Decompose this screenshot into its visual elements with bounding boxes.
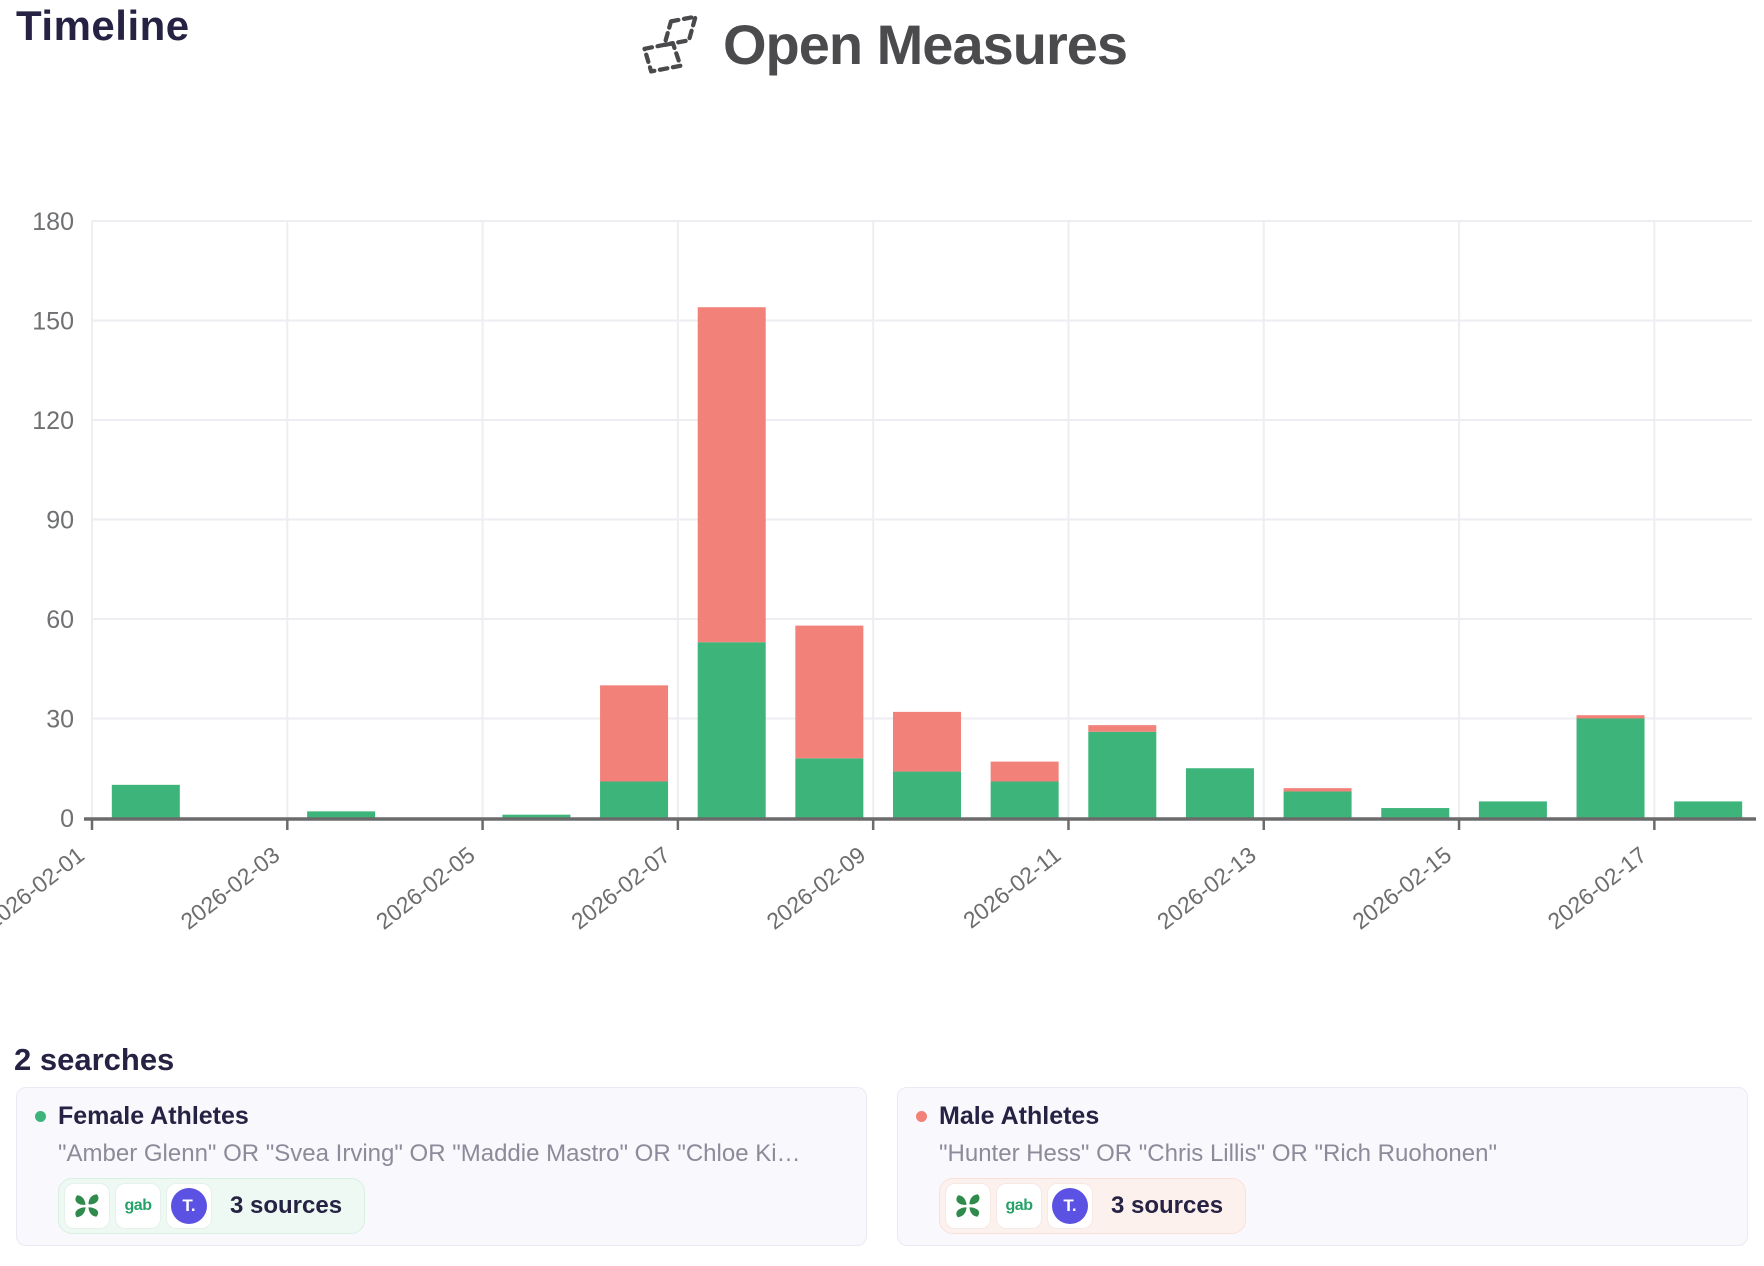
search-query-text: "Amber Glenn" OR "Svea Irving" OR "Maddi… — [58, 1140, 801, 1167]
bar-2026-02-03-female-athletes[interactable] — [307, 811, 376, 818]
bar-2026-02-17-female-athletes[interactable] — [1674, 801, 1743, 818]
bar-2026-02-13-male-athletes[interactable] — [1283, 788, 1352, 792]
series-color-dot-salmon — [916, 1111, 927, 1122]
truth-social-icon: T. — [167, 1184, 211, 1228]
x-axis-label: 2026-02-13 — [1152, 841, 1261, 934]
x-axis-label: 2026-02-07 — [566, 841, 675, 934]
bar-2026-02-10-female-athletes[interactable] — [990, 781, 1059, 818]
bar-2026-02-10-male-athletes[interactable] — [990, 761, 1059, 782]
brand-wordmark: Open Measures — [722, 13, 1128, 76]
bar-2026-02-16-male-athletes[interactable] — [1576, 715, 1645, 719]
open-measures-brand: Open Measures — [637, 12, 1128, 77]
gab-icon: gab — [997, 1184, 1041, 1228]
bar-2026-02-16-female-athletes[interactable] — [1576, 718, 1645, 819]
x-axis-label: 2026-02-09 — [762, 841, 871, 934]
bar-2026-02-08-female-athletes[interactable] — [795, 758, 864, 818]
y-axis-label: 60 — [46, 606, 74, 634]
bar-2026-02-06-male-athletes[interactable] — [600, 685, 669, 782]
y-axis-label: 0 — [60, 805, 74, 833]
bar-2026-02-09-female-athletes[interactable] — [893, 771, 961, 818]
x-axis-label: 2026-02-11 — [958, 841, 1065, 933]
x-axis-label: 2026-02-03 — [176, 841, 285, 934]
search-cards-row: Female Athletes "Amber Glenn" OR "Svea I… — [16, 1087, 1748, 1246]
searches-heading: 2 searches — [14, 1042, 175, 1077]
y-axis-label: 180 — [32, 208, 74, 236]
bar-2026-02-07-male-athletes[interactable] — [697, 307, 766, 643]
page-title: Timeline — [16, 2, 190, 49]
search-card-male-athletes[interactable]: Male Athletes "Hunter Hess" OR "Chris Li… — [897, 1087, 1748, 1246]
y-axis-label: 90 — [46, 507, 74, 535]
x-axis-label: 2026-02-01 — [0, 841, 89, 934]
bar-2026-02-13-female-athletes[interactable] — [1283, 791, 1352, 818]
series-color-dot-green — [35, 1111, 46, 1122]
sources-pill[interactable]: gab T. 3 sources — [58, 1178, 366, 1234]
4chan-icon — [946, 1184, 990, 1228]
search-card-title: Female Athletes — [58, 1102, 249, 1130]
y-axis-label: 30 — [46, 706, 74, 734]
open-measures-logo-icon — [642, 14, 698, 74]
truth-social-icon: T. — [1048, 1184, 1092, 1228]
bar-2026-02-11-female-athletes[interactable] — [1088, 731, 1157, 818]
sources-pill[interactable]: gab T. 3 sources — [939, 1178, 1247, 1234]
sources-count-label: 3 sources — [1111, 1192, 1224, 1219]
bar-2026-02-06-female-athletes[interactable] — [600, 781, 669, 818]
x-axis-label: 2026-02-17 — [1543, 841, 1652, 934]
bar-2026-02-12-female-athletes[interactable] — [1185, 768, 1254, 818]
bar-2026-02-07-female-athletes[interactable] — [697, 642, 766, 818]
gab-icon: gab — [116, 1184, 160, 1228]
sources-count-label: 3 sources — [230, 1192, 343, 1219]
bar-2026-02-01-female-athletes[interactable] — [111, 784, 180, 818]
bar-2026-02-11-male-athletes[interactable] — [1088, 725, 1157, 732]
search-card-female-athletes[interactable]: Female Athletes "Amber Glenn" OR "Svea I… — [16, 1087, 867, 1246]
bar-2026-02-09-male-athletes[interactable] — [893, 711, 961, 772]
bar-2026-02-15-female-athletes[interactable] — [1478, 801, 1547, 818]
x-axis-label: 2026-02-05 — [371, 841, 480, 934]
search-card-title: Male Athletes — [939, 1102, 1100, 1130]
y-axis-label: 150 — [32, 308, 74, 336]
timeline-chart: 0 30 60 90 120 150 180 2026-02-01 2026-02-03 2026… — [0, 150, 1764, 990]
x-axis-label: 2026-02-15 — [1347, 841, 1456, 934]
4chan-icon — [65, 1184, 109, 1228]
bar-2026-02-14-female-athletes[interactable] — [1381, 808, 1450, 818]
search-query-text: "Hunter Hess" OR "Chris Lillis" OR "Rich… — [939, 1140, 1497, 1167]
bar-2026-02-05-female-athletes[interactable] — [502, 814, 571, 818]
y-axis-label: 120 — [32, 407, 74, 435]
bar-2026-02-08-male-athletes[interactable] — [795, 625, 864, 759]
